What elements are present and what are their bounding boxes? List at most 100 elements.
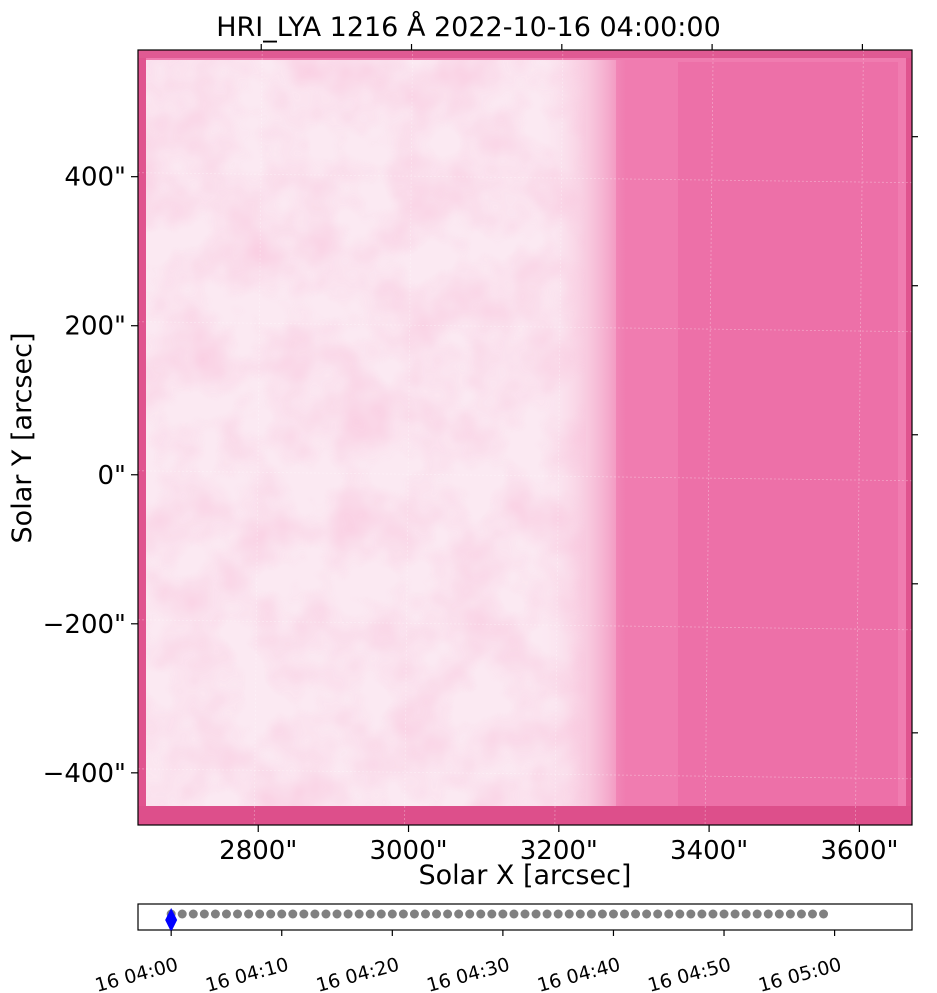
time-frame-point[interactable] [796, 909, 806, 919]
time-frame-point[interactable] [730, 909, 740, 919]
time-frame-point[interactable] [653, 909, 663, 919]
grid-line-y-4 [137, 768, 913, 780]
current-frame-diamond-icon[interactable] [165, 908, 178, 932]
time-frame-point[interactable] [398, 909, 408, 919]
grid-line-x-2 [554, 49, 564, 826]
time-frame-point[interactable] [763, 909, 773, 919]
x-tick-label-3: 3400" [670, 836, 748, 866]
bottom-dark-band [138, 806, 912, 825]
time-frame-point[interactable] [487, 909, 497, 919]
grid-line-y-3 [137, 619, 913, 631]
dark-strip-region [678, 62, 898, 807]
x-tick-label-0: 2800" [219, 836, 297, 866]
time-frame-point[interactable] [199, 909, 209, 919]
time-frame-point[interactable] [233, 909, 243, 919]
time-frame-point[interactable] [597, 909, 607, 919]
time-tick-label-3: 16 04:30 [424, 954, 512, 993]
grid-line-x-3 [704, 49, 714, 826]
time-slider-ticks: 16 04:00 16 04:10 16 04:20 16 04:30 16 04:40… [93, 930, 844, 993]
time-frame-point[interactable] [608, 909, 618, 919]
time-frame-point[interactable] [343, 909, 353, 919]
time-frame-point[interactable] [443, 909, 453, 919]
time-frame-point[interactable] [277, 909, 287, 919]
time-frame-point[interactable] [553, 909, 563, 919]
time-frame-point[interactable] [221, 909, 231, 919]
plot-frame [137, 49, 913, 826]
time-frame-point[interactable] [686, 909, 696, 919]
time-frame-point[interactable] [498, 909, 508, 919]
time-slider[interactable]: 16 04:00 16 04:10 16 04:20 16 04:30 16 04:40… [93, 903, 913, 993]
y-tick-label-4: −400" [43, 759, 126, 789]
time-tick-label-5: 16 04:50 [646, 954, 734, 993]
time-slider-current-marker[interactable] [165, 908, 178, 932]
coordinate-grid [137, 49, 913, 826]
x-tick-label-1: 3000" [369, 836, 447, 866]
time-tick-label-1: 16 04:10 [203, 954, 291, 993]
grid-line-y-0 [137, 172, 913, 184]
time-frame-point[interactable] [354, 909, 364, 919]
time-frame-point[interactable] [631, 909, 641, 919]
time-frame-point[interactable] [620, 909, 630, 919]
time-frame-point[interactable] [365, 909, 375, 919]
time-frame-point[interactable] [564, 909, 574, 919]
time-frame-point[interactable] [177, 909, 187, 919]
time-tick-label-4: 16 04:40 [535, 954, 623, 993]
time-frame-point[interactable] [376, 909, 386, 919]
time-frame-point[interactable] [697, 909, 707, 919]
time-tick-label-0: 16 04:00 [93, 954, 181, 993]
time-frame-point[interactable] [244, 909, 254, 919]
grid-line-y-2 [137, 470, 913, 482]
y-axis-label: Solar Y [arcsec] [7, 333, 38, 544]
time-frame-point[interactable] [409, 909, 419, 919]
time-frame-point[interactable] [188, 909, 198, 919]
time-frame-point[interactable] [675, 909, 685, 919]
time-frame-point[interactable] [321, 909, 331, 919]
y-tick-label-3: −200" [43, 610, 126, 640]
axis-ticks: 2800" 3000" 3200" 3400" 3600" 400" 200" 0" −200"… [43, 44, 918, 866]
grid-line-x-4 [854, 49, 864, 826]
time-frame-point[interactable] [719, 909, 729, 919]
y-tick-label-1: 200" [64, 312, 126, 342]
time-frame-point[interactable] [288, 909, 298, 919]
time-frame-point[interactable] [454, 909, 464, 919]
grid-line-x-0 [253, 49, 263, 826]
grid-line-x-1 [404, 49, 413, 826]
time-frame-point[interactable] [299, 909, 309, 919]
time-frame-point[interactable] [542, 909, 552, 919]
grid-line-y-1 [137, 321, 913, 333]
time-frame-point[interactable] [465, 909, 475, 919]
time-frame-point[interactable] [774, 909, 784, 919]
time-frame-point[interactable] [741, 909, 751, 919]
time-frame-point[interactable] [752, 909, 762, 919]
time-slider-frames [166, 909, 829, 919]
time-frame-point[interactable] [642, 909, 652, 919]
time-tick-label-6: 16 05:00 [756, 954, 844, 993]
time-frame-point[interactable] [266, 909, 276, 919]
y-tick-label-0: 400" [64, 163, 126, 193]
time-frame-point[interactable] [210, 909, 220, 919]
time-frame-point[interactable] [664, 909, 674, 919]
y-tick-label-2: 0" [97, 461, 126, 491]
top-dark-band [138, 50, 912, 58]
time-frame-point[interactable] [476, 909, 486, 919]
time-frame-point[interactable] [531, 909, 541, 919]
time-frame-point[interactable] [819, 909, 829, 919]
time-frame-point[interactable] [420, 909, 430, 919]
time-frame-point[interactable] [575, 909, 585, 919]
chart-title: HRI_LYA 1216 Å 2022-10-16 04:00:00 [216, 12, 721, 43]
x-tick-label-2: 3200" [520, 836, 598, 866]
time-frame-point[interactable] [708, 909, 718, 919]
x-axis-label: Solar X [arcsec] [419, 860, 632, 891]
time-frame-point[interactable] [586, 909, 596, 919]
solar-image [138, 50, 912, 825]
time-frame-point[interactable] [387, 909, 397, 919]
time-frame-point[interactable] [509, 909, 519, 919]
time-frame-point[interactable] [807, 909, 817, 919]
time-frame-point[interactable] [310, 909, 320, 919]
time-frame-point[interactable] [332, 909, 342, 919]
time-frame-point[interactable] [785, 909, 795, 919]
time-frame-point[interactable] [520, 909, 530, 919]
time-frame-point[interactable] [432, 909, 442, 919]
time-frame-point[interactable] [255, 909, 265, 919]
